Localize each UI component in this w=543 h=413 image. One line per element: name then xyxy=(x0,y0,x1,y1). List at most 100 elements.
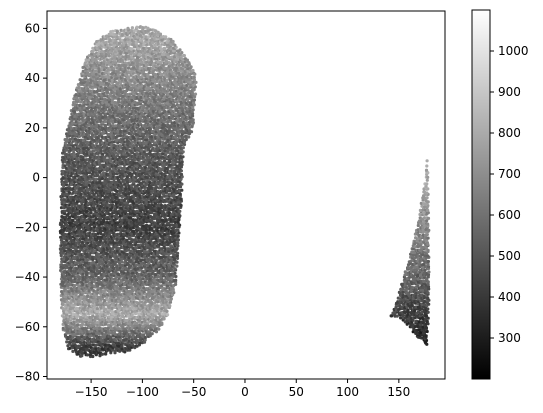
data-point xyxy=(110,298,114,302)
data-point xyxy=(104,326,108,331)
data-point xyxy=(173,267,177,271)
data-point xyxy=(162,312,166,316)
data-point xyxy=(120,347,124,351)
data-point xyxy=(154,330,159,334)
data-point xyxy=(85,330,90,334)
data-point xyxy=(76,332,80,336)
data-point xyxy=(135,326,140,330)
data-point xyxy=(102,335,106,339)
data-point xyxy=(175,264,179,268)
data-point xyxy=(130,243,134,247)
data-point xyxy=(176,228,180,232)
data-point xyxy=(71,333,75,337)
data-point xyxy=(154,315,159,319)
data-point xyxy=(148,315,152,319)
data-point xyxy=(94,177,98,182)
data-point xyxy=(68,310,72,314)
data-point xyxy=(72,152,76,156)
data-point xyxy=(180,188,184,192)
data-point xyxy=(141,242,145,246)
data-point xyxy=(125,326,129,330)
data-point xyxy=(132,340,136,344)
data-point xyxy=(110,306,114,310)
data-point xyxy=(89,327,93,331)
data-point xyxy=(140,273,144,277)
data-point xyxy=(86,187,90,191)
data-point xyxy=(130,186,134,190)
data-point xyxy=(175,247,179,251)
data-point xyxy=(104,329,108,333)
data-point xyxy=(138,323,142,327)
data-point xyxy=(81,320,85,324)
data-point xyxy=(76,335,80,339)
data-point xyxy=(113,332,118,337)
data-point xyxy=(89,211,93,215)
data-point xyxy=(76,314,80,318)
data-point xyxy=(89,334,93,338)
data-point xyxy=(128,320,132,324)
data-point xyxy=(64,310,68,314)
data-point xyxy=(179,203,183,208)
data-point xyxy=(94,343,98,347)
data-point xyxy=(127,311,131,315)
data-point xyxy=(147,320,151,324)
data-point xyxy=(61,326,65,330)
data-point xyxy=(181,155,185,159)
data-point xyxy=(99,229,103,233)
data-point xyxy=(82,340,86,345)
data-point xyxy=(71,218,75,222)
scatter-points xyxy=(58,25,431,359)
data-point xyxy=(100,317,104,321)
data-point xyxy=(76,323,80,327)
data-point xyxy=(110,250,114,254)
data-point xyxy=(107,212,111,216)
data-point xyxy=(181,146,185,150)
data-point xyxy=(79,341,83,345)
data-point xyxy=(71,349,75,353)
data-point xyxy=(65,313,69,317)
data-point xyxy=(87,289,91,293)
data-point xyxy=(104,338,108,342)
data-point xyxy=(146,330,150,334)
data-point xyxy=(179,172,184,176)
data-point xyxy=(135,338,139,342)
data-point xyxy=(181,150,185,154)
data-point xyxy=(62,309,66,313)
data-point xyxy=(96,321,100,325)
data-point xyxy=(160,321,164,325)
data-point xyxy=(128,258,133,262)
data-point xyxy=(143,338,147,342)
data-point xyxy=(83,312,87,316)
data-point xyxy=(74,344,78,348)
data-point xyxy=(92,229,96,233)
data-point xyxy=(138,336,142,340)
data-point xyxy=(150,328,154,332)
data-point xyxy=(77,344,81,348)
data-point xyxy=(171,187,175,191)
data-point xyxy=(91,314,95,318)
data-point xyxy=(131,344,136,348)
data-point xyxy=(178,192,182,196)
data-point xyxy=(153,324,157,328)
data-point xyxy=(174,278,178,282)
data-point xyxy=(117,341,121,345)
data-point xyxy=(104,352,108,356)
data-point xyxy=(84,344,88,348)
data-point xyxy=(128,332,132,336)
data-point xyxy=(123,350,127,354)
data-point xyxy=(138,275,142,279)
data-point xyxy=(69,338,73,342)
data-point xyxy=(166,313,170,317)
data-point xyxy=(150,332,154,336)
data-point xyxy=(179,197,183,201)
data-point xyxy=(63,249,67,253)
data-point xyxy=(114,339,118,343)
data-point xyxy=(76,307,80,311)
data-point xyxy=(73,163,77,168)
data-point xyxy=(71,309,75,313)
data-point xyxy=(104,240,108,244)
data-point xyxy=(81,322,85,326)
data-point xyxy=(157,327,161,331)
data-point xyxy=(110,258,114,262)
data-point xyxy=(163,292,167,296)
